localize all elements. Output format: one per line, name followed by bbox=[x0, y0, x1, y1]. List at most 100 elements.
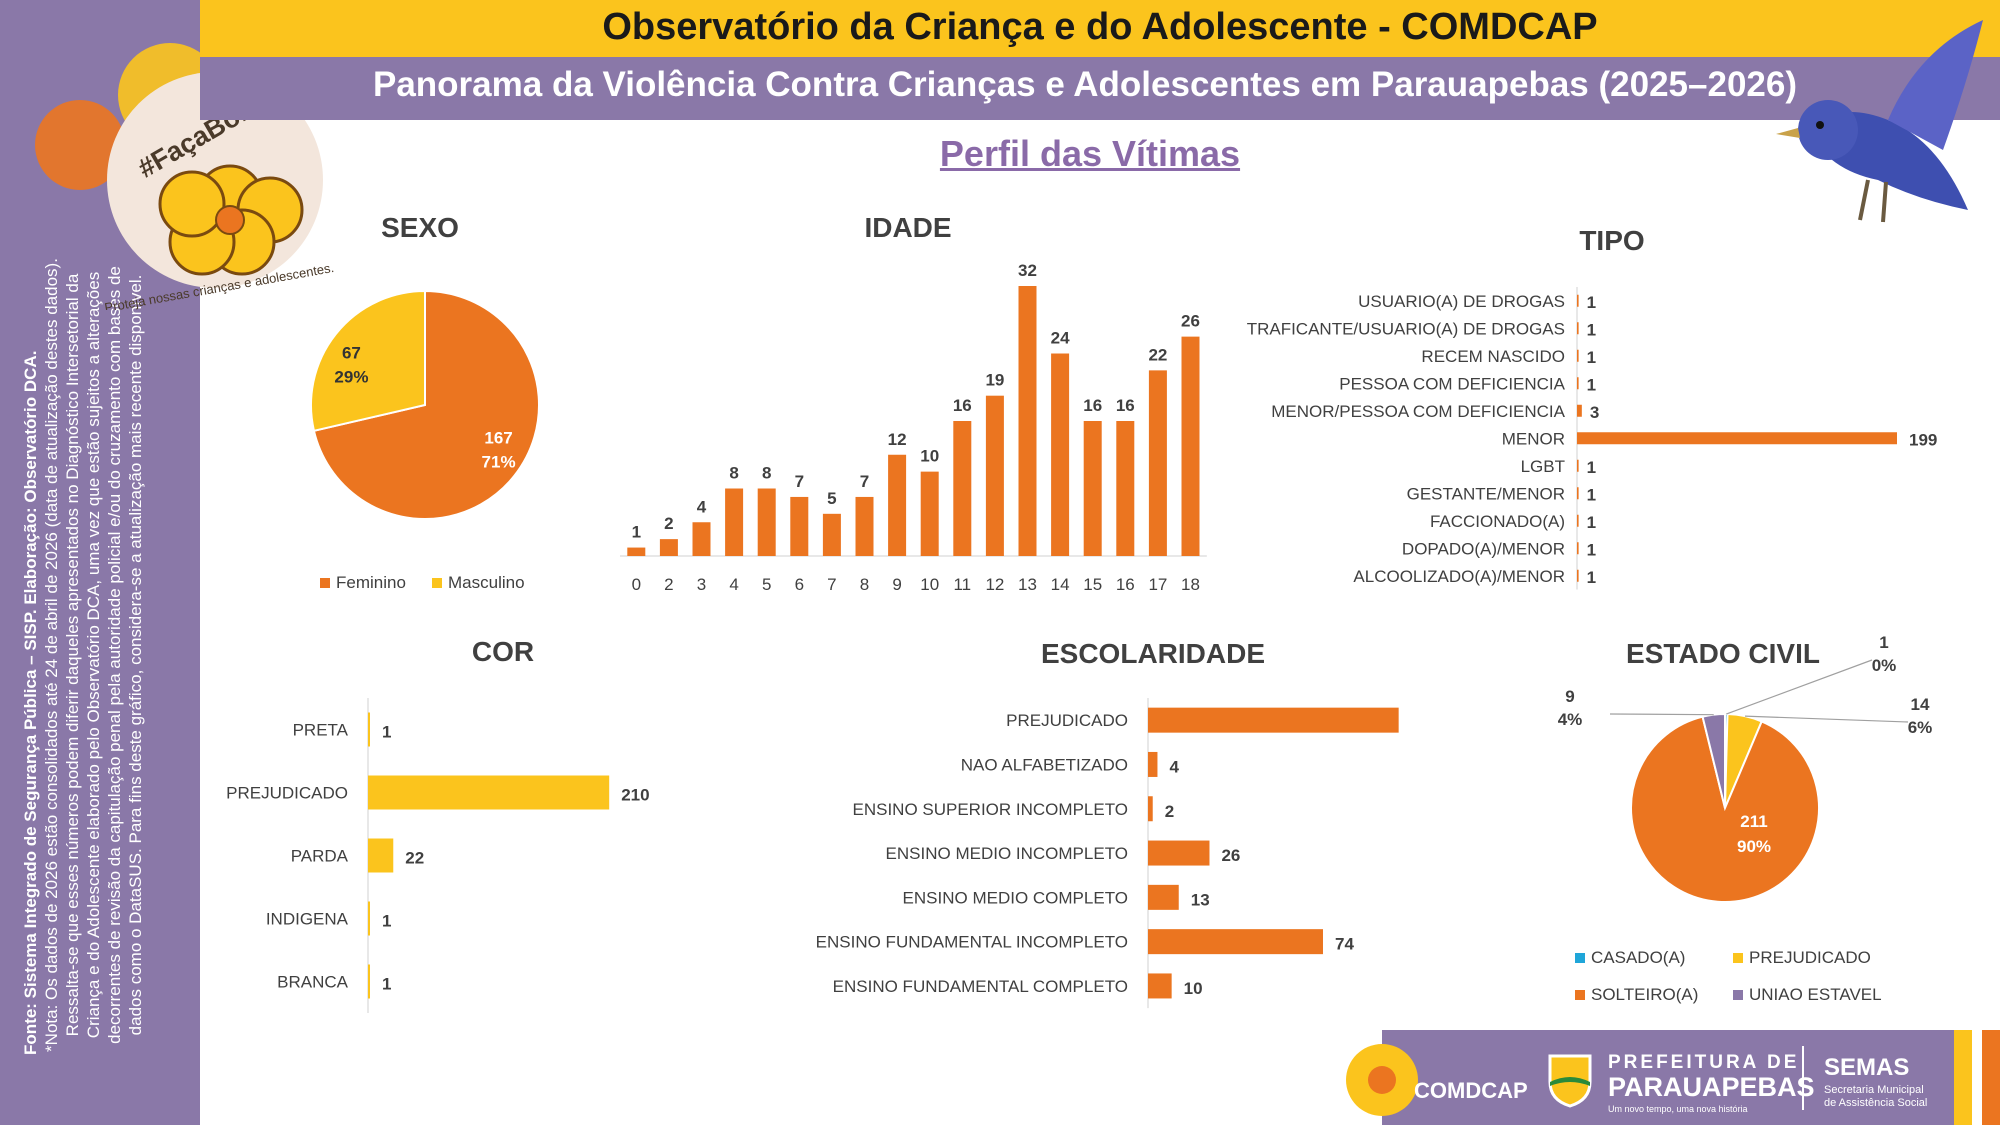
y-tick-label: ALCOOLIZADO(A)/MENOR bbox=[1353, 567, 1565, 586]
chart-estado-civil: 1 0% 14 6% 9 4% 211 90% CASADO(A) PREJUDICADO SOLT… bbox=[1558, 633, 1933, 1004]
legend-swatch bbox=[432, 578, 442, 588]
bar-data-label: 8 bbox=[729, 464, 738, 483]
bar-data-label: 16 bbox=[1116, 396, 1135, 415]
y-tick-label: NAO ALFABETIZADO bbox=[961, 755, 1128, 774]
header-bar bbox=[200, 0, 2000, 57]
bar-tipo bbox=[1577, 569, 1579, 582]
bar-data-label: 8 bbox=[762, 464, 771, 483]
bar-data-label: 1 bbox=[1587, 540, 1596, 559]
pie-slice-feminino bbox=[312, 289, 540, 520]
bar-tipo bbox=[1577, 377, 1579, 390]
bar-data-label: 16 bbox=[1083, 396, 1102, 415]
x-tick-label: 15 bbox=[1083, 575, 1102, 594]
slice-value-label: 211 bbox=[1740, 812, 1767, 831]
footer-stripes bbox=[1954, 1030, 2000, 1125]
bar-cor bbox=[368, 838, 394, 873]
leader-line bbox=[1744, 715, 1909, 723]
bar-age-7 bbox=[822, 513, 841, 556]
pie-slice-solteiro-a- bbox=[1630, 715, 1820, 903]
prefeitura-line2: PARAUAPEBAS bbox=[1608, 1072, 1815, 1102]
subtitle-bar bbox=[200, 57, 2000, 120]
slice-percent-label: 6% bbox=[1908, 718, 1933, 737]
bar-cor bbox=[368, 901, 370, 936]
slice-percent-label: 90% bbox=[1737, 837, 1771, 856]
bar-age-18 bbox=[1181, 336, 1200, 556]
y-tick-label: ENSINO SUPERIOR INCOMPLETO bbox=[852, 800, 1128, 819]
bar-tipo bbox=[1577, 322, 1579, 335]
bar-data-label: 1 bbox=[1587, 375, 1596, 394]
bar-data-label: 1 bbox=[382, 975, 391, 994]
note-text: *Nota: Os dados de 2026 estão consolidad… bbox=[42, 258, 145, 1052]
bar-data-label: 22 bbox=[405, 849, 424, 868]
bar-cor bbox=[368, 964, 370, 999]
prefeitura-line1: PREFEITURA DE bbox=[1608, 1052, 1800, 1073]
leader-line bbox=[1726, 659, 1873, 715]
x-tick-label: 17 bbox=[1148, 575, 1167, 594]
bar-data-label: 32 bbox=[1018, 261, 1037, 280]
bar-age-9 bbox=[888, 454, 907, 556]
bar-data-label: 74 bbox=[1335, 935, 1354, 954]
x-tick-label: 2 bbox=[664, 575, 673, 594]
y-tick-label: FACCIONADO(A) bbox=[1430, 512, 1565, 531]
bar-escolaridade bbox=[1148, 973, 1172, 999]
x-tick-label: 13 bbox=[1018, 575, 1037, 594]
bar-tipo bbox=[1577, 432, 1897, 445]
bar-escolaridade bbox=[1148, 840, 1210, 866]
bar-data-label: 7 bbox=[795, 472, 804, 491]
x-tick-label: 10 bbox=[920, 575, 939, 594]
bar-data-label: 4 bbox=[697, 497, 707, 516]
bar-age-6 bbox=[790, 496, 809, 556]
slice-percent-label: 4% bbox=[1558, 710, 1583, 729]
semas-logo: SEMAS bbox=[1824, 1054, 1910, 1081]
bar-age-13 bbox=[1018, 286, 1037, 556]
legend-swatch bbox=[1575, 990, 1585, 1000]
bar-data-label: 24 bbox=[1051, 329, 1070, 348]
bar-data-label: 10 bbox=[1184, 979, 1203, 998]
bar-tipo bbox=[1577, 514, 1579, 527]
legend-swatch bbox=[1733, 990, 1743, 1000]
legend-swatch bbox=[1733, 953, 1743, 963]
legend-label: UNIAO ESTAVEL bbox=[1749, 985, 1882, 1004]
bar-tipo bbox=[1577, 542, 1579, 555]
footer-logos: COMDCAP PREFEITURA DE PARAUAPEBAS Um nov… bbox=[1346, 1030, 1954, 1125]
y-tick-label: USUARIO(A) DE DROGAS bbox=[1358, 292, 1565, 311]
chart-tipo: USUARIO(A) DE DROGAS 1 TRAFICANTE/USUARIO(… bbox=[1247, 287, 1937, 590]
bar-age-16 bbox=[1116, 421, 1135, 556]
legend-label: PREJUDICADO bbox=[1749, 948, 1871, 967]
bar-cor bbox=[368, 712, 370, 747]
bar-data-label: 210 bbox=[621, 786, 649, 805]
y-tick-label: PREJUDICADO bbox=[1006, 711, 1128, 730]
chart-title-sexo: SEXO bbox=[381, 212, 459, 243]
semas-line1: Secretaria Municipal bbox=[1824, 1084, 1924, 1096]
bar-escolaridade bbox=[1148, 707, 1399, 733]
y-tick-label: PARDA bbox=[291, 847, 349, 866]
prefeitura-tagline: Um novo tempo, uma nova história bbox=[1608, 1104, 1748, 1114]
x-tick-label: 8 bbox=[860, 575, 869, 594]
x-tick-label: 9 bbox=[892, 575, 901, 594]
bar-cor bbox=[368, 775, 610, 810]
chart-sexo: 167 71% 67 29% Feminino Masculino bbox=[310, 289, 540, 592]
source-text: Fonte: Sistema Integrado de Segurança Pú… bbox=[21, 350, 40, 1055]
bar-age-8 bbox=[855, 496, 874, 556]
bar-data-label: 7 bbox=[860, 472, 869, 491]
bar-age-10 bbox=[920, 471, 939, 556]
bar-data-label: 2 bbox=[664, 514, 673, 533]
bar-age-0 bbox=[627, 547, 646, 556]
y-tick-label: ENSINO FUNDAMENTAL COMPLETO bbox=[833, 977, 1128, 996]
logo-divider bbox=[1802, 1046, 1804, 1110]
bar-data-label: 3 bbox=[1590, 403, 1599, 422]
legend-swatch bbox=[1575, 953, 1585, 963]
bar-tipo bbox=[1577, 487, 1579, 500]
y-tick-label: LGBT bbox=[1521, 457, 1565, 476]
y-tick-label: TRAFICANTE/USUARIO(A) DE DROGAS bbox=[1247, 319, 1565, 338]
leader-line bbox=[1609, 713, 1714, 716]
slice-percent-label: 29% bbox=[334, 367, 368, 386]
y-tick-label: INDIGENA bbox=[266, 910, 349, 929]
page-title: Observatório da Criança e do Adolescente… bbox=[602, 6, 1598, 48]
bar-data-label: 1 bbox=[1587, 458, 1596, 477]
legend-label: SOLTEIRO(A) bbox=[1591, 985, 1698, 1004]
y-tick-label: DOPADO(A)/MENOR bbox=[1402, 539, 1565, 558]
pie-slice-masculino bbox=[310, 289, 426, 432]
slice-value-label: 167 bbox=[484, 429, 512, 448]
